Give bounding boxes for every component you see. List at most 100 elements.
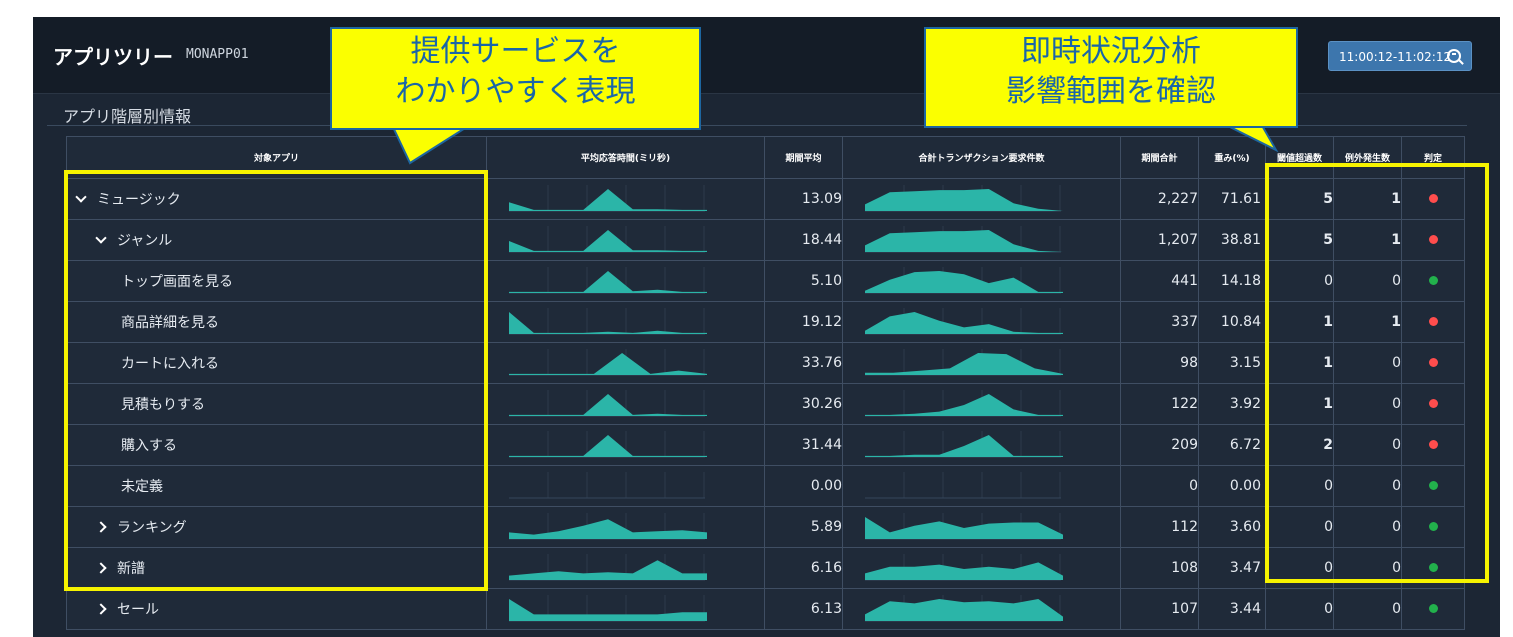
period-total-cell: 1,207 (1120, 219, 1199, 261)
judge-cell (1401, 383, 1465, 425)
table-row[interactable]: トップ画面を見る 5.10 441 14.18 0 0 (66, 260, 1465, 302)
callout-right-line1: 即時状況分析 (1021, 34, 1201, 69)
col-header-weight[interactable]: 重み(%) (1198, 136, 1266, 179)
tx-sparkline-area (865, 312, 1063, 334)
app-table: 対象アプリ 平均応答時間(ミリ秒) 期間平均 合計トランザクション要求件数 期間… (66, 136, 1465, 630)
weight-cell: 3.15 (1198, 342, 1266, 384)
callout-left-tail (390, 125, 472, 165)
app-name-cell[interactable]: カートに入れる (66, 342, 487, 384)
tx-sparkline-cell (842, 465, 1121, 507)
col-header-threshold[interactable]: 閾値超過数 (1265, 136, 1334, 179)
weight-cell: 14.18 (1198, 260, 1266, 302)
tx-sparkline (865, 267, 1063, 294)
judge-cell (1401, 588, 1465, 630)
period-total-cell: 441 (1120, 260, 1199, 302)
weight-cell: 38.81 (1198, 219, 1266, 261)
exception-count-cell: 1 (1333, 219, 1402, 261)
resp-sparkline-cell (486, 506, 765, 548)
table-row[interactable]: 新譜 6.16 108 3.47 0 0 (66, 547, 1465, 589)
section-title: アプリ階層別情報 (63, 107, 192, 126)
table-row[interactable]: セール 6.13 107 3.44 0 0 (66, 588, 1465, 630)
period-total-cell: 0 (1120, 465, 1199, 507)
resp-sparkline (509, 472, 705, 499)
col-header-avg[interactable]: 期間平均 (764, 136, 843, 179)
chevron-down-icon[interactable] (95, 232, 107, 244)
status-alert-icon (1428, 194, 1438, 203)
table-row[interactable]: ジャンル 18.44 1,207 38.81 5 1 (66, 219, 1465, 261)
col-header-exception[interactable]: 例外発生数 (1333, 136, 1402, 179)
table-row[interactable]: 見積もりする 30.26 122 3.92 1 0 (66, 383, 1465, 425)
chevron-right-icon[interactable] (95, 521, 107, 533)
zoom-icon (1447, 49, 1461, 63)
tx-sparkline-cell (842, 506, 1121, 548)
threshold-count-cell: 0 (1265, 506, 1334, 548)
app-name-cell[interactable]: 未定義 (66, 465, 487, 507)
judge-cell (1401, 342, 1465, 384)
tx-sparkline (865, 554, 1063, 581)
col-header-judge[interactable]: 判定 (1401, 136, 1465, 179)
status-ok-icon (1428, 481, 1438, 490)
app-name-cell[interactable]: トップ画面を見る (66, 260, 487, 302)
resp-sparkline-area (509, 394, 707, 416)
app-name-cell[interactable]: 商品詳細を見る (66, 301, 487, 343)
app-name-cell[interactable]: 見積もりする (66, 383, 487, 425)
period-total-cell: 2,227 (1120, 178, 1199, 220)
tx-sparkline (865, 431, 1063, 458)
period-total-cell: 337 (1120, 301, 1199, 343)
tx-sparkline (865, 226, 1063, 253)
tx-sparkline-area (865, 599, 1063, 621)
status-alert-icon (1428, 399, 1438, 408)
resp-sparkline (509, 308, 707, 335)
resp-sparkline (509, 267, 707, 294)
exception-count-cell: 0 (1333, 547, 1402, 589)
resp-sparkline-cell (486, 424, 765, 466)
col-header-tx[interactable]: 合計トランザクション要求件数 (842, 136, 1121, 179)
exception-count-cell: 0 (1333, 506, 1402, 548)
chevron-right-icon[interactable] (95, 603, 107, 615)
table-row[interactable]: カートに入れる 33.76 98 3.15 1 0 (66, 342, 1465, 384)
table-row[interactable]: ランキング 5.89 112 3.60 0 0 (66, 506, 1465, 548)
tx-sparkline-area (865, 517, 1063, 539)
app-name-cell[interactable]: ミュージック (66, 178, 487, 220)
chevron-right-icon[interactable] (95, 562, 107, 574)
app-name-label: ミュージック (97, 192, 181, 208)
tx-sparkline-cell (842, 219, 1121, 261)
tx-sparkline-cell (842, 178, 1121, 220)
exception-count-cell: 0 (1333, 588, 1402, 630)
exception-count-cell: 0 (1333, 424, 1402, 466)
resp-sparkline-cell (486, 178, 765, 220)
col-header-total[interactable]: 期間合計 (1120, 136, 1199, 179)
app-name-cell[interactable]: ジャンル (66, 219, 487, 261)
resp-sparkline (509, 226, 707, 253)
time-range-button[interactable]: 11:00:12-11:02:12 (1328, 41, 1472, 71)
tx-sparkline-area (865, 435, 1063, 457)
app-name-label: 未定義 (121, 479, 163, 495)
chevron-down-icon[interactable] (75, 191, 87, 203)
app-name-cell[interactable]: セール (66, 588, 487, 630)
resp-sparkline (509, 349, 707, 376)
judge-cell (1401, 547, 1465, 589)
table-row[interactable]: 商品詳細を見る 19.12 337 10.84 1 1 (66, 301, 1465, 343)
judge-cell (1401, 465, 1465, 507)
resp-sparkline-cell (486, 219, 765, 261)
app-name-cell[interactable]: 新譜 (66, 547, 487, 589)
judge-cell (1401, 506, 1465, 548)
table-row[interactable]: ミュージック 13.09 2,227 71.61 5 1 (66, 178, 1465, 220)
app-name-label: ジャンル (117, 233, 173, 249)
col-header-resp[interactable]: 平均応答時間(ミリ秒) (486, 136, 765, 179)
app-name-cell[interactable]: 購入する (66, 424, 487, 466)
exception-count-cell: 0 (1333, 260, 1402, 302)
table-row[interactable]: 未定義 0.00 0 0.00 0 0 (66, 465, 1465, 507)
table-row[interactable]: 購入する 31.44 209 6.72 2 0 (66, 424, 1465, 466)
callout-left-line1: 提供サービスを (410, 34, 621, 69)
app-name-cell[interactable]: ランキング (66, 506, 487, 548)
tx-sparkline-area (865, 271, 1063, 293)
tx-sparkline-area (865, 562, 1063, 580)
resp-sparkline (509, 595, 707, 622)
tx-sparkline-cell (842, 547, 1121, 589)
period-avg-cell: 6.16 (764, 547, 843, 589)
weight-cell: 71.61 (1198, 178, 1266, 220)
callout-left: 提供サービスを わかりやすく表現 (330, 27, 701, 130)
tx-sparkline (865, 595, 1063, 622)
tx-sparkline-cell (842, 424, 1121, 466)
